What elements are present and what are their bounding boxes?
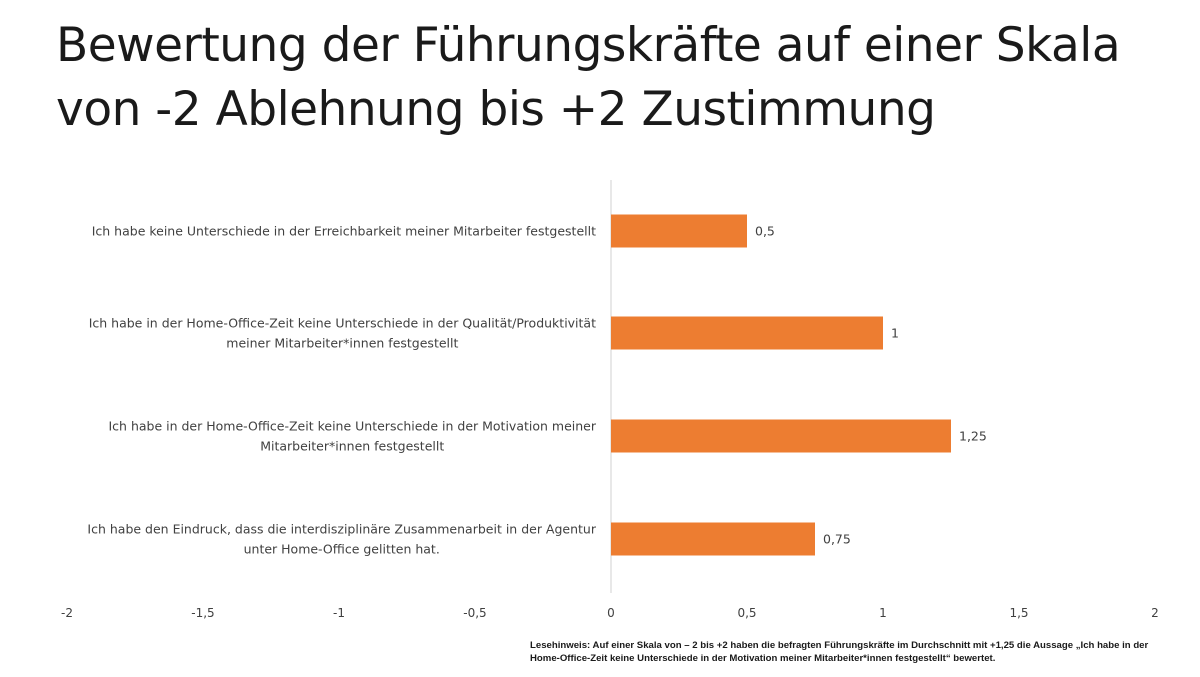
bar	[611, 522, 815, 556]
data-label: 0,5	[755, 224, 775, 239]
reading-note: Lesehinweis: Auf einer Skala von – 2 bis…	[530, 640, 1149, 664]
category-label: Ich habe den Eindruck, dass die interdis…	[87, 522, 596, 557]
slide-title-line-2: von -2 Ablehnung bis +2 Zustimmung	[56, 82, 936, 137]
category-label-line: unter Home-Office gelitten hat.	[244, 542, 440, 557]
slide-title: Bewertung der Führungskräfte auf einer S…	[56, 14, 1186, 142]
category-label: Ich habe keine Unterschiede in der Errei…	[92, 224, 596, 239]
category-label: Ich habe in der Home-Office-Zeit keine U…	[108, 419, 596, 454]
slide-title-line-1: Bewertung der Führungskräfte auf einer S…	[56, 18, 1121, 73]
x-tick-label: 1	[879, 606, 887, 620]
bar	[611, 214, 747, 248]
bar	[611, 419, 951, 453]
category-label-line: Ich habe in der Home-Office-Zeit keine U…	[108, 419, 596, 434]
category-label-line: Ich habe in der Home-Office-Zeit keine U…	[89, 316, 596, 331]
category-label: Ich habe in der Home-Office-Zeit keine U…	[89, 316, 596, 351]
x-tick-label: 0	[607, 606, 615, 620]
category-label-line: Mitarbeiter*innen festgestellt	[260, 439, 444, 454]
x-tick-label: -2	[61, 606, 73, 620]
data-label: 1,25	[959, 429, 987, 444]
data-label: 1	[891, 326, 899, 341]
category-label-line: Ich habe keine Unterschiede in der Errei…	[92, 224, 596, 239]
x-tick-label: 2	[1151, 606, 1159, 620]
category-label-line: meiner Mitarbeiter*innen festgestellt	[226, 336, 458, 351]
data-label: 0,75	[823, 532, 851, 547]
x-tick-label: 0,5	[737, 606, 756, 620]
x-tick-label: -1	[333, 606, 345, 620]
x-tick-label: 1,5	[1009, 606, 1028, 620]
x-tick-label: -1,5	[191, 606, 214, 620]
category-label-line: Ich habe den Eindruck, dass die interdis…	[87, 522, 596, 537]
bar	[611, 316, 883, 350]
x-tick-label: -0,5	[463, 606, 486, 620]
